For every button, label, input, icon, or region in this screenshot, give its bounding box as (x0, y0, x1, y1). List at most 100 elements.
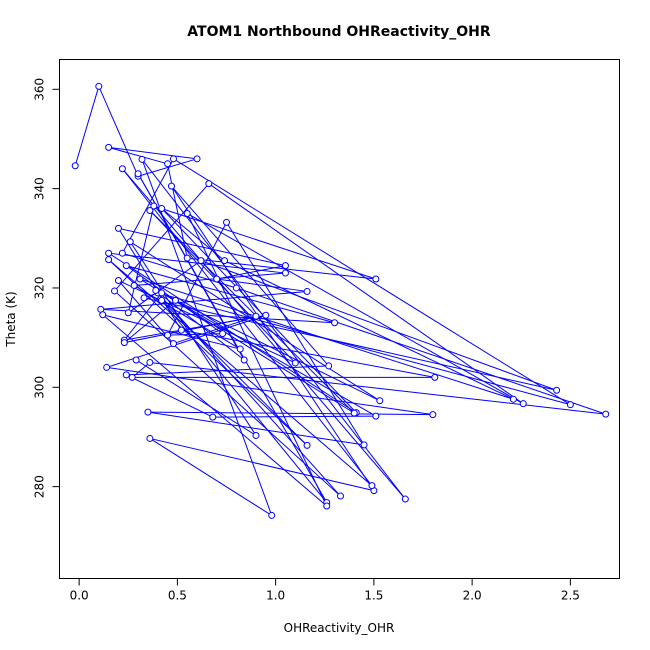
data-point (158, 205, 166, 212)
data-point (146, 434, 154, 442)
data-point (205, 180, 213, 188)
data-point (372, 275, 380, 283)
data-point (262, 311, 270, 319)
x-axis: 0.0 0.5 1.0 1.5 2.0 2.5 (70, 578, 580, 603)
series-segment (175, 299, 381, 402)
chart-title: ATOM1 Northbound OHReactivity_OHR (187, 24, 491, 40)
data-point (105, 256, 113, 264)
series-segment (149, 361, 606, 415)
data-point (401, 495, 409, 503)
data-point (323, 502, 331, 510)
data-point (132, 356, 140, 364)
series-segment (173, 315, 257, 345)
series-segment (108, 146, 168, 165)
data-point (236, 345, 244, 353)
data-point (164, 160, 172, 168)
data-point (128, 373, 136, 381)
data-point (509, 395, 517, 403)
data-point (164, 331, 172, 339)
series-segment (171, 185, 375, 491)
series-segment (122, 168, 406, 500)
data-point (124, 309, 132, 317)
series-segment (118, 280, 296, 364)
series-segment (155, 290, 341, 497)
data-point (158, 296, 166, 304)
series-segment (121, 158, 174, 254)
series-segment (118, 280, 174, 344)
data-point (252, 312, 260, 320)
series-segment (216, 265, 286, 280)
data-point (138, 155, 146, 163)
data-point (232, 284, 240, 292)
data-point (120, 339, 128, 347)
series-segment (108, 259, 308, 446)
data-point (130, 281, 138, 289)
data-point (95, 82, 103, 90)
series-segment (161, 208, 357, 413)
data-point (126, 238, 134, 246)
y-tick-label: 280 (33, 475, 47, 498)
series-segment (157, 292, 571, 406)
series-segment (147, 411, 365, 446)
data-point (429, 411, 437, 419)
series-segment (98, 86, 139, 177)
y-tick-label: 300 (33, 376, 47, 399)
x-tick-label: 1.0 (266, 589, 285, 603)
series-segment (173, 158, 571, 406)
data-point (193, 155, 201, 163)
series-segment (149, 438, 272, 516)
series-segment (212, 415, 376, 418)
series-segment (208, 183, 524, 405)
data-point (372, 412, 380, 420)
data-point (171, 296, 179, 304)
series-segment (186, 213, 524, 405)
series-segment (134, 272, 286, 286)
data-point (360, 441, 368, 449)
data-point (99, 311, 107, 319)
series-layer (71, 82, 610, 519)
series-segment (161, 208, 225, 262)
data-point (183, 254, 191, 262)
series-segment (149, 210, 355, 414)
series-segment (224, 260, 514, 400)
data-point (114, 224, 122, 232)
data-point (111, 287, 119, 295)
x-tick-label: 2.0 (463, 589, 482, 603)
series-segment (108, 259, 373, 487)
data-point (519, 400, 527, 408)
data-point (150, 202, 158, 210)
data-point (197, 257, 205, 265)
data-point (376, 397, 384, 405)
plot-frame (59, 59, 620, 579)
data-point (209, 413, 217, 421)
series-segment (161, 300, 328, 503)
data-point (431, 373, 439, 381)
series-segment (236, 287, 606, 415)
data-point (158, 289, 166, 297)
series-segment (114, 183, 210, 292)
y-tick-label: 320 (33, 277, 47, 300)
data-point (325, 362, 333, 370)
data-point (136, 275, 144, 283)
data-point (291, 359, 299, 367)
data-point (169, 155, 177, 163)
data-point (566, 401, 574, 409)
series-segment (226, 222, 365, 446)
data-point (168, 182, 175, 190)
x-tick-label: 0.0 (70, 589, 89, 603)
data-point (118, 249, 126, 257)
series-segment (129, 241, 381, 402)
data-point (146, 206, 154, 214)
data-point (122, 371, 130, 379)
data-point (350, 409, 358, 417)
data-point (368, 482, 376, 490)
series-segment (100, 290, 308, 310)
series-segment (126, 374, 213, 418)
data-point (146, 358, 154, 366)
series-segment (167, 163, 188, 259)
series-segment (108, 146, 198, 160)
data-point (169, 340, 177, 348)
data-point (71, 162, 79, 170)
data-point (281, 262, 289, 270)
